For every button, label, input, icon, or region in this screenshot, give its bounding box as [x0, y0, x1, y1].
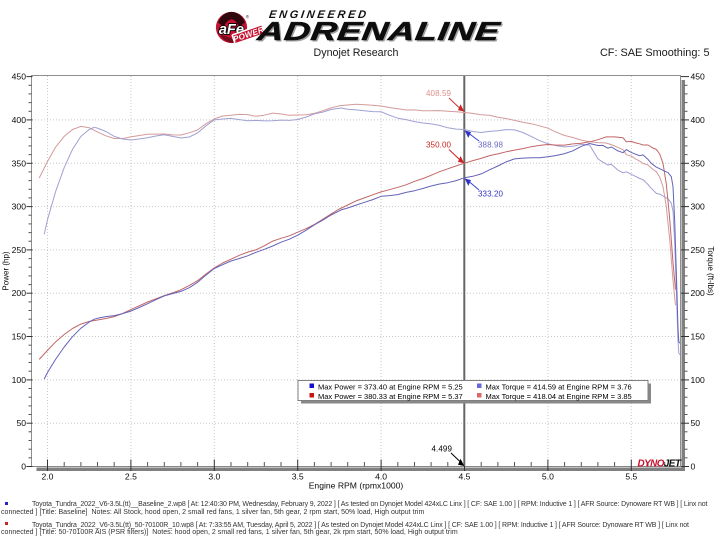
svg-text:350: 350 [12, 158, 27, 168]
svg-text:250: 250 [691, 245, 706, 255]
svg-text:0: 0 [691, 462, 696, 472]
svg-text:3.5: 3.5 [292, 472, 304, 482]
svg-text:200: 200 [12, 288, 27, 298]
svg-text:2.5: 2.5 [125, 472, 137, 482]
svg-text:400: 400 [691, 115, 706, 125]
svg-text:300: 300 [691, 202, 706, 212]
svg-text:450: 450 [12, 72, 27, 82]
svg-text:50: 50 [691, 418, 701, 428]
svg-text:200: 200 [691, 288, 706, 298]
svg-text:5.0: 5.0 [542, 472, 554, 482]
svg-text:Torque (ft-lbs): Torque (ft-lbs) [706, 246, 715, 296]
svg-text:100: 100 [691, 375, 706, 385]
svg-text:3.0: 3.0 [208, 472, 220, 482]
svg-text:250: 250 [12, 245, 27, 255]
svg-text:408.59: 408.59 [426, 89, 452, 98]
svg-text:350.00: 350.00 [426, 141, 452, 150]
svg-text:5.5: 5.5 [625, 472, 637, 482]
svg-text:400: 400 [12, 115, 27, 125]
svg-text:4.5: 4.5 [459, 472, 471, 482]
svg-text:Max Torque = 414.59 at Engine: Max Torque = 414.59 at Engine RPM = 3.76 [486, 383, 632, 392]
svg-text:150: 150 [691, 332, 706, 342]
svg-text:100: 100 [12, 375, 27, 385]
svg-text:®: ® [246, 14, 250, 20]
svg-text:2.0: 2.0 [42, 472, 54, 482]
svg-text:350: 350 [691, 158, 706, 168]
svg-text:Max Torque = 418.04 at Engine: Max Torque = 418.04 at Engine RPM = 3.85 [486, 392, 632, 401]
svg-text:300: 300 [12, 202, 27, 212]
svg-text:Engine RPM (rpmx1000): Engine RPM (rpmx1000) [309, 481, 404, 491]
svg-text:Max Power = 373.40 at Engine R: Max Power = 373.40 at Engine RPM = 5.25 [318, 383, 463, 392]
svg-text:0: 0 [21, 462, 26, 472]
svg-text:Power (hp): Power (hp) [2, 251, 11, 290]
svg-text:450: 450 [691, 72, 706, 82]
svg-text:4.0: 4.0 [375, 472, 387, 482]
svg-text:DYNOJET: DYNOJET [638, 459, 682, 470]
svg-text:50: 50 [16, 418, 26, 428]
svg-text:Max Power = 380.33 at Engine R: Max Power = 380.33 at Engine RPM = 5.37 [318, 392, 463, 401]
svg-text:4.499: 4.499 [432, 445, 453, 454]
svg-text:150: 150 [12, 332, 27, 342]
svg-text:388.98: 388.98 [478, 141, 504, 150]
svg-text:333.20: 333.20 [478, 190, 504, 199]
